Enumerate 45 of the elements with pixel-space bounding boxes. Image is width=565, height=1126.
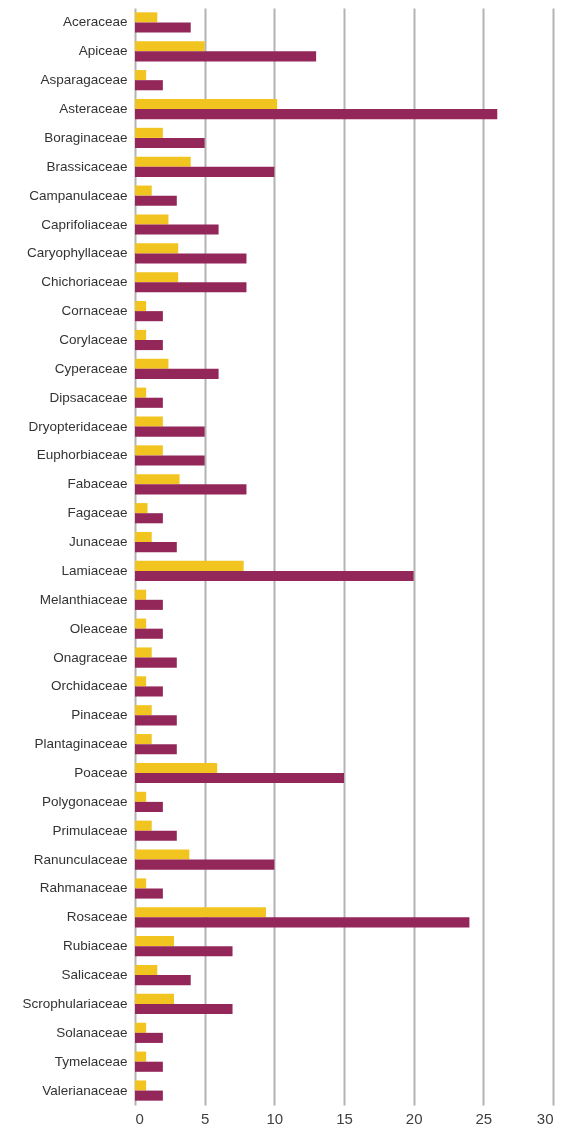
y-tick-label: Lamiaceae (61, 562, 128, 578)
x-tick-label: 5 (200, 1109, 210, 1126)
y-tick-label: Asteraceae (59, 101, 128, 117)
y-tick-label: Rosaceae (66, 909, 128, 925)
x-tick-label: 30 (536, 1109, 554, 1126)
y-tick-label: Cyperaceae (54, 360, 128, 376)
y-tick-label: Chichoriaceae (41, 274, 128, 290)
y-tick-label: Euphorbiaceae (36, 447, 128, 463)
y-tick-label: Caryophyllaceae (26, 245, 128, 261)
y-tick-label: Dryopteridaceae (28, 418, 128, 434)
y-tick-label: Cornaceae (61, 303, 128, 319)
y-tick-label: Tymelaceae (54, 1053, 128, 1069)
y-tick-label: Fabaceae (67, 476, 128, 492)
y-tick-label: Boraginaceae (44, 129, 128, 145)
y-tick-label: Salicaceae (61, 967, 128, 983)
y-tick-label: Fagaceae (67, 505, 128, 521)
y-tick-label: Junaceae (68, 534, 128, 550)
x-tick-label: 10 (266, 1109, 284, 1126)
y-tick-label: Aceraceae (62, 14, 128, 30)
y-tick-label: Plantaginaceae (34, 736, 128, 752)
y-tick-label: Orchidaceae (50, 678, 128, 694)
y-tick-label: Rahmanaceae (39, 880, 128, 896)
y-tick-label: Pinaceae (71, 707, 128, 723)
y-tick-label: Solanaceae (56, 1024, 128, 1040)
y-tick-label: Asparagaceae (40, 72, 128, 88)
y-tick-label: Corylaceae (59, 331, 128, 347)
x-tick-label: 25 (475, 1109, 493, 1126)
x-tick-label: 15 (336, 1109, 353, 1126)
y-tick-label: Scrophulariaceae (22, 995, 128, 1011)
y-tick-label: Polygonaceae (41, 793, 128, 809)
y-tick-label: Caprifoliaceae (41, 216, 128, 232)
y-tick-label: Apiceae (78, 43, 128, 59)
y-tick-label: Primulaceae (52, 822, 128, 838)
y-tick-label: Brassicaceae (46, 158, 128, 174)
y-tick-label: Ranunculaceae (33, 851, 128, 867)
x-tick-label: 0 (135, 1109, 144, 1126)
y-tick-label: Campanulaceae (29, 187, 128, 203)
x-tick-label: 20 (405, 1109, 423, 1126)
y-tick-label: Poaceae (74, 765, 128, 781)
y-tick-label: Rubiaceae (62, 938, 128, 954)
y-tick-label: Dipsacaceae (49, 389, 128, 405)
y-tick-label: Melanthiaceae (39, 591, 128, 607)
y-tick-label: Oleaceae (69, 620, 128, 636)
y-tick-label: Onagraceae (53, 649, 128, 665)
y-tick-label: Valerianaceae (42, 1082, 128, 1098)
